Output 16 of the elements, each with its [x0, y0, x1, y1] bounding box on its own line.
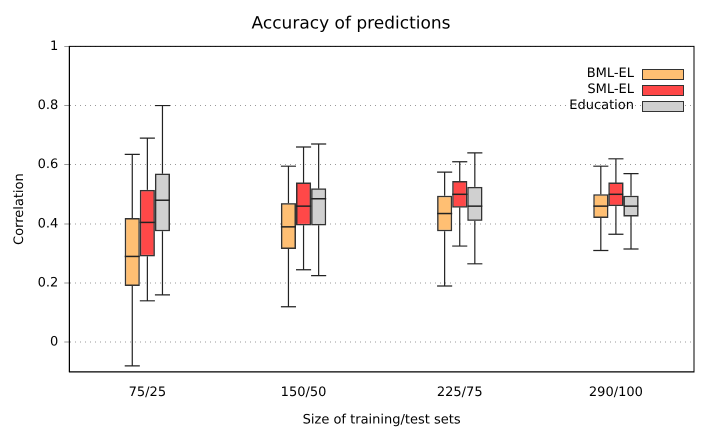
- x-tick-label: 150/50: [280, 384, 326, 400]
- x-tick-label: 290/100: [588, 384, 643, 400]
- x-axis-title: Size of training/test sets: [302, 412, 461, 428]
- y-tick-label: 0.2: [38, 275, 58, 290]
- y-tick-label: 0.6: [38, 157, 58, 172]
- legend-label: BML-EL: [586, 66, 634, 82]
- legend-label: Education: [569, 98, 634, 114]
- chart-title: Accuracy of predictions: [252, 14, 451, 34]
- y-tick-label: 1: [50, 38, 58, 54]
- y-tick-label: 0: [50, 334, 58, 350]
- legend-label: SML-EL: [587, 82, 634, 98]
- x-tick-label: 75/25: [128, 384, 166, 400]
- x-tick-label: 225/75: [436, 384, 483, 400]
- y-axis-title: Correlation: [12, 173, 28, 245]
- y-tick-label: 0.8: [38, 98, 58, 113]
- y-tick-label: 0.4: [38, 216, 58, 232]
